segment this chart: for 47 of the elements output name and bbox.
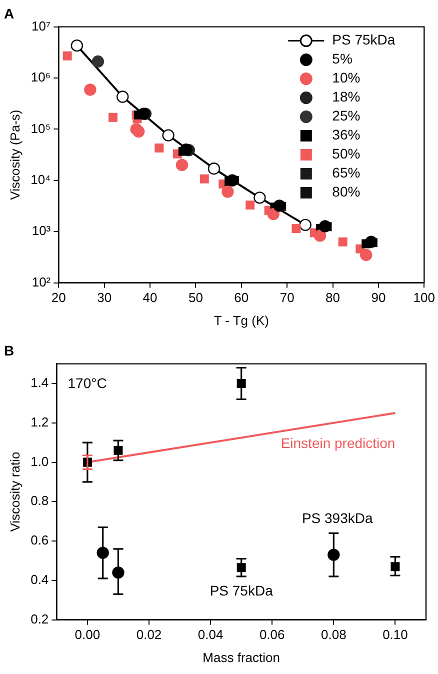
chart-title: B	[4, 342, 14, 358]
x-axis-title: T - Tg (K)	[214, 312, 269, 328]
y-axis-title: Viscosity (Pa-s)	[7, 110, 22, 200]
legend-label: PS 75kDa	[332, 32, 396, 48]
y-tick-label: 0.4	[30, 572, 49, 587]
annotation: 170°C	[68, 375, 107, 392]
y-tick-label: 0.6	[30, 532, 49, 548]
x-tick-label: 20	[51, 290, 66, 306]
y-tick-label: 10³	[32, 223, 52, 238]
legend-label: 36%	[332, 126, 360, 143]
x-tick-label: 60	[234, 290, 249, 306]
x-tick-label: 30	[97, 290, 112, 306]
x-tick-label: 0.04	[198, 627, 224, 642]
annotation: PS 393kDa	[302, 510, 373, 526]
x-axis-title: Mass fraction	[202, 650, 280, 665]
y-tick-label: 1.0	[30, 454, 49, 469]
x-tick-label: 100	[413, 290, 436, 306]
x-tick-label: 0.02	[136, 627, 162, 642]
legend-label: 5%	[332, 50, 352, 67]
chart-title: A	[4, 5, 14, 22]
series-label: Einstein prediction	[280, 434, 396, 451]
legend-label: 10%	[332, 70, 360, 86]
y-axis-title: Viscosity ratio	[7, 452, 22, 532]
x-tick-label: 50	[188, 290, 203, 306]
y-tick-label: 10⁵	[30, 120, 51, 136]
legend-label: 80%	[332, 184, 360, 200]
y-tick-label: 10⁶	[30, 70, 51, 85]
x-tick-label: 0.08	[321, 627, 346, 642]
legend-label: 25%	[332, 108, 360, 124]
y-tick-label: 1.4	[30, 375, 49, 390]
legend-label: 65%	[332, 164, 360, 181]
x-tick-label: 0.06	[259, 627, 285, 642]
legend-label: 18%	[332, 88, 360, 105]
x-tick-label: 70	[280, 290, 294, 306]
y-tick-label: 10⁴	[30, 172, 51, 187]
y-tick-label: 1.2	[30, 414, 49, 430]
y-tick-label: 10²	[32, 274, 52, 290]
annotation: PS 75kDa	[210, 582, 274, 598]
legend-label: 50%	[332, 146, 360, 162]
x-tick-label: 80	[326, 290, 340, 306]
x-tick-label: 90	[371, 290, 386, 306]
y-tick-label: 0.2	[30, 611, 49, 626]
x-tick-label: 40	[142, 290, 158, 306]
y-tick-label: 0.8	[30, 493, 49, 508]
x-tick-label: 0.10	[382, 627, 408, 642]
y-tick-label: 10⁷	[31, 18, 51, 34]
x-tick-label: 0.00	[74, 627, 100, 642]
